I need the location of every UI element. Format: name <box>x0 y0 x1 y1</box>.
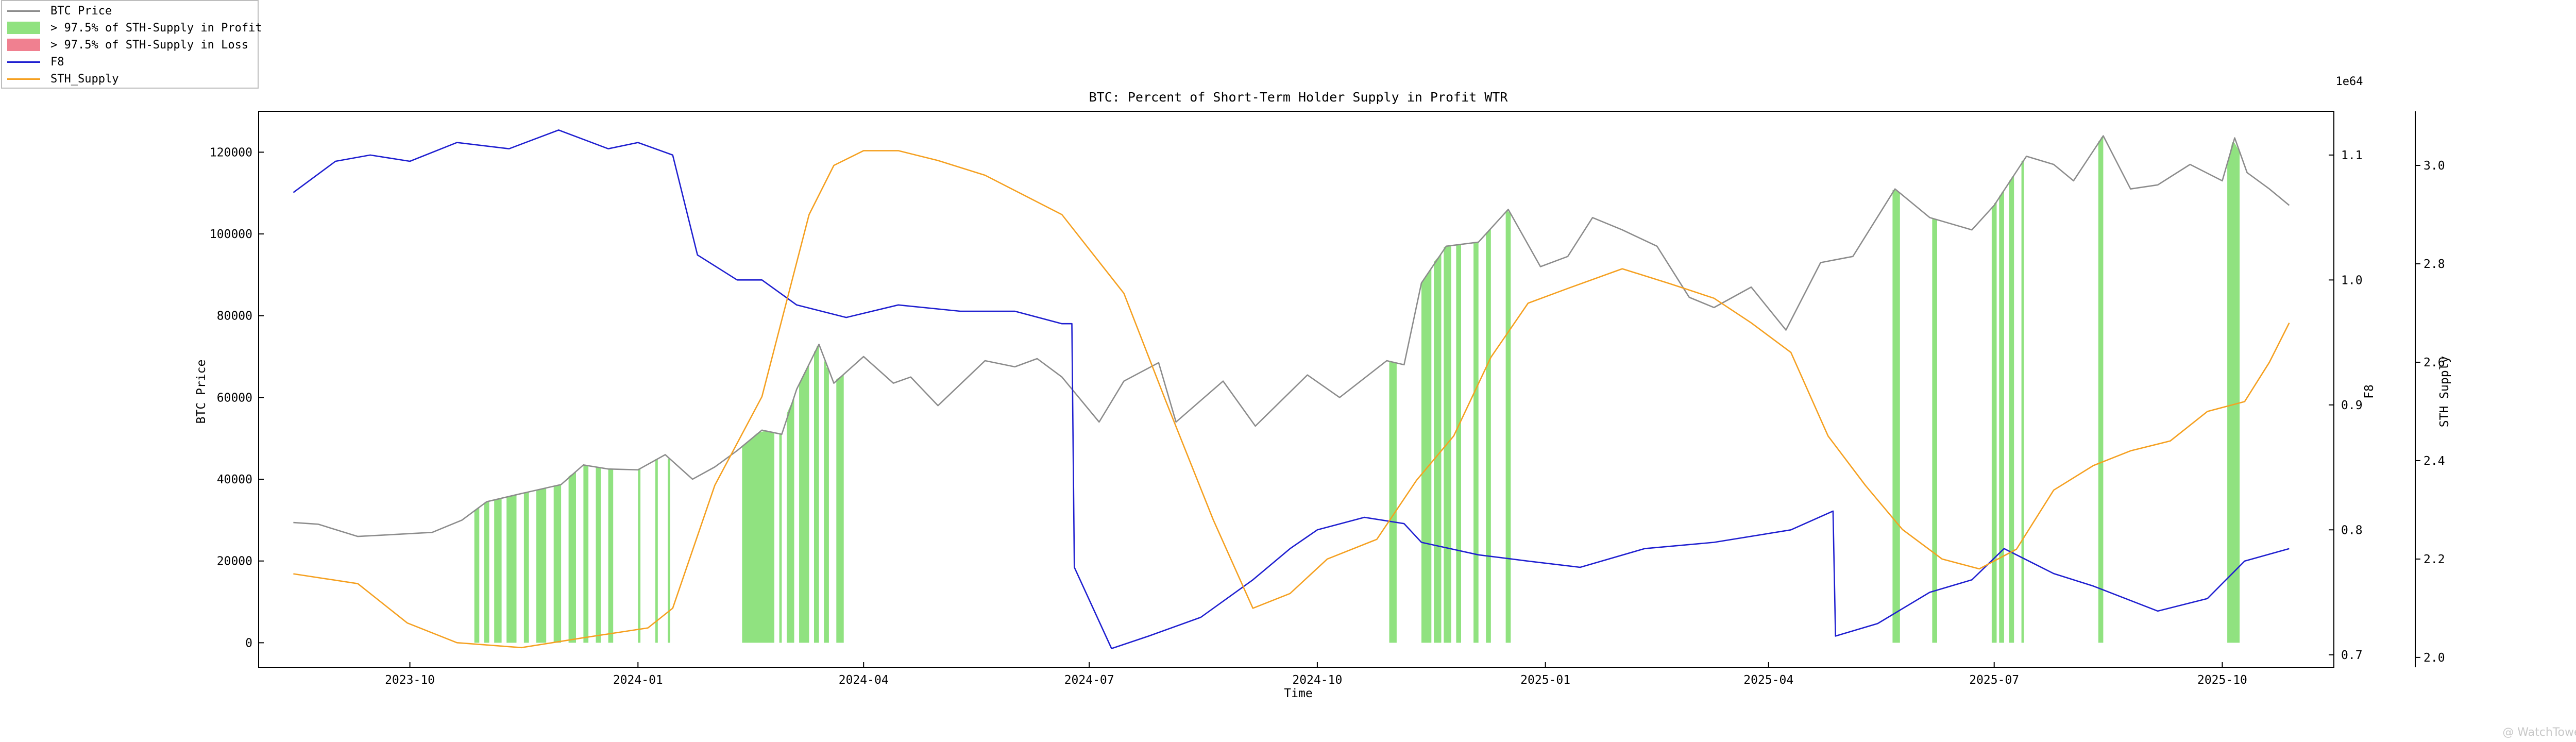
legend-entry-profit: > 97.5% of STH-Supply in Profit <box>7 20 262 36</box>
x-tick-label: 2025-04 <box>1743 673 1793 687</box>
profit-region <box>596 467 601 643</box>
legend-label: BTC Price <box>50 4 112 18</box>
profit-region <box>1486 228 1491 643</box>
legend-swatch <box>7 61 40 63</box>
profit-region <box>1473 242 1479 643</box>
legend-label: > 97.5% of STH-Supply in Profit <box>50 21 262 35</box>
profit-region <box>1389 361 1397 643</box>
profit-region <box>568 471 576 643</box>
f8-axis-label: F8 <box>2363 384 2376 399</box>
f8-tick-label: 1.1 <box>2341 149 2363 162</box>
sth-tick-label: 2.4 <box>2424 454 2445 468</box>
legend-entry-btc-price: BTC Price <box>7 3 112 19</box>
x-tick-label: 2024-01 <box>613 673 663 687</box>
axis-ticks: 0 20000 40000 60000 80000 100000 120000 0.7 0.8 0… <box>210 146 2445 687</box>
watermark: @ WatchTowers <box>2502 726 2576 739</box>
left-tick-label: 20000 <box>217 555 252 568</box>
profit-region <box>506 495 517 643</box>
sth-tick-label: 2.0 <box>2424 651 2445 665</box>
left-tick-label: 120000 <box>210 146 252 159</box>
series-lines <box>293 129 2290 649</box>
f8-line <box>293 129 2290 649</box>
f8-tick-label: 0.9 <box>2341 399 2363 412</box>
legend-swatch <box>7 10 40 12</box>
profit-region <box>1999 190 2004 643</box>
left-axis-label: BTC Price <box>195 360 208 424</box>
legend-swatch <box>7 22 40 34</box>
f8-tick-label: 0.7 <box>2341 649 2363 662</box>
legend-swatch <box>7 78 40 80</box>
x-tick-label: 2025-01 <box>1520 673 1570 687</box>
sth-tick-label: 3.0 <box>2424 159 2445 173</box>
profit-region <box>1932 218 1937 643</box>
profit-region <box>1505 209 1511 643</box>
profit-region <box>638 468 641 643</box>
profit-region <box>474 507 480 643</box>
f8-tick-label: 1.0 <box>2341 274 2363 287</box>
btc-price-line <box>293 135 2290 537</box>
profit-region <box>779 433 782 643</box>
legend-entry-f8: F8 <box>7 54 64 70</box>
profit-region <box>484 501 489 643</box>
profit-region <box>583 465 589 643</box>
sth-supply-line <box>293 150 2290 649</box>
profit-region <box>655 459 658 643</box>
profit-region <box>2021 160 2024 643</box>
profit-region <box>668 457 670 643</box>
sth-axis-label: STH Supply <box>2438 356 2451 427</box>
profit-region <box>2009 175 2014 643</box>
sth-tick-label: 2.6 <box>2424 356 2445 369</box>
chart-title: BTC: Percent of Short-Term Holder Supply… <box>1089 90 1509 105</box>
profit-region <box>536 487 547 643</box>
profit-region <box>1991 201 1997 643</box>
profit-region <box>553 484 562 643</box>
x-axis-label: Time <box>1284 687 1312 700</box>
legend-entry-sth-supply: STH_Supply <box>7 71 118 87</box>
profit-region <box>1892 190 1900 643</box>
profit-region <box>1434 254 1442 643</box>
legend-label: STH_Supply <box>50 72 119 86</box>
profit-region <box>494 498 502 643</box>
x-tick-label: 2024-10 <box>1292 673 1342 687</box>
profit-regions <box>474 136 2240 643</box>
left-tick-label: 40000 <box>217 473 252 486</box>
profit-region <box>2098 136 2104 643</box>
legend-label: > 97.5% of STH-Supply in Loss <box>50 38 249 52</box>
profit-region <box>787 397 794 643</box>
profit-region <box>608 469 614 643</box>
profit-region <box>1456 244 1461 643</box>
profit-region <box>2227 142 2240 643</box>
f8-tick-label: 0.8 <box>2341 524 2363 537</box>
x-tick-label: 2025-07 <box>1969 673 2019 687</box>
profit-region <box>836 374 844 643</box>
profit-region <box>824 357 829 643</box>
sth-tick-label: 2.8 <box>2424 258 2445 271</box>
left-tick-label: 80000 <box>217 310 252 323</box>
x-tick-label: 2023-10 <box>385 673 435 687</box>
left-tick-label: 60000 <box>217 391 252 404</box>
legend: BTC Price > 97.5% of STH-Supply in Profi… <box>1 0 262 89</box>
x-tick-label: 2024-04 <box>839 673 889 687</box>
sth-tick-label: 2.2 <box>2424 553 2445 566</box>
sth-axis-offset: 1e64 <box>2336 75 2363 88</box>
legend-label: F8 <box>50 55 64 69</box>
x-tick-label: 2024-07 <box>1064 673 1114 687</box>
plot-border <box>258 111 2334 668</box>
profit-region <box>799 364 809 643</box>
plot-frame <box>258 111 2416 668</box>
left-tick-label: 100000 <box>210 228 252 241</box>
profit-region <box>742 431 774 643</box>
profit-region <box>523 492 529 643</box>
profit-region <box>814 344 819 643</box>
legend-entry-loss: > 97.5% of STH-Supply in Loss <box>7 37 248 53</box>
legend-swatch <box>7 39 40 51</box>
profit-region <box>1421 268 1432 643</box>
x-tick-label: 2025-10 <box>2197 673 2247 687</box>
left-tick-label: 0 <box>245 636 252 650</box>
